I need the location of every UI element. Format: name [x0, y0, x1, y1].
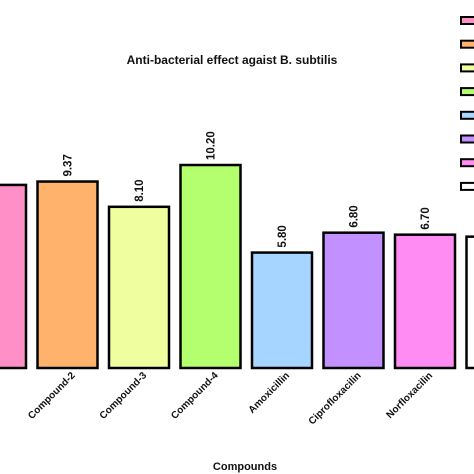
tick-labels: Compound-2 Compound-3 Compound-4 Amoxicilli…	[26, 370, 474, 427]
x-tick-label: Compound-3	[98, 370, 150, 422]
legend-swatch	[460, 158, 474, 168]
legend-swatch	[460, 134, 474, 144]
legend-swatch	[460, 16, 474, 25]
bar-3	[107, 205, 171, 370]
x-tick-label: Amoxicillin	[247, 370, 293, 416]
legend-swatch	[460, 39, 474, 49]
x-tick-label: Norfloxacilin	[385, 370, 436, 421]
value-labels: 9.37 8.10 10.20 5.80 6.80 6.70	[63, 131, 433, 247]
value-label: 8.10	[134, 179, 146, 201]
bars	[0, 163, 474, 370]
x-tick-label: Compound-2	[26, 370, 78, 422]
bar-6	[322, 231, 385, 370]
legend-swatch	[460, 110, 474, 120]
value-label: 6.80	[349, 205, 361, 227]
bar-8	[465, 235, 474, 370]
x-tick-label: Ciprofloxacilin	[307, 370, 364, 427]
bar-2	[36, 180, 99, 370]
legend	[460, 16, 474, 191]
x-tick-label: Compound-4	[169, 370, 221, 422]
legend-swatch	[460, 87, 474, 97]
x-axis-label: Compounds	[213, 461, 277, 473]
bar-1	[0, 183, 28, 370]
legend-swatch	[460, 63, 474, 73]
chart-title: Anti-bacterial effect agaist B. subtilis	[127, 53, 338, 67]
legend-swatch	[460, 181, 474, 191]
value-label: 10.20	[206, 131, 218, 160]
value-label: 9.37	[63, 154, 75, 176]
value-label: 6.70	[420, 207, 432, 229]
bar-5	[250, 251, 314, 370]
bar-4	[179, 163, 242, 370]
value-label: 5.80	[277, 225, 289, 247]
bar-7	[393, 233, 457, 370]
